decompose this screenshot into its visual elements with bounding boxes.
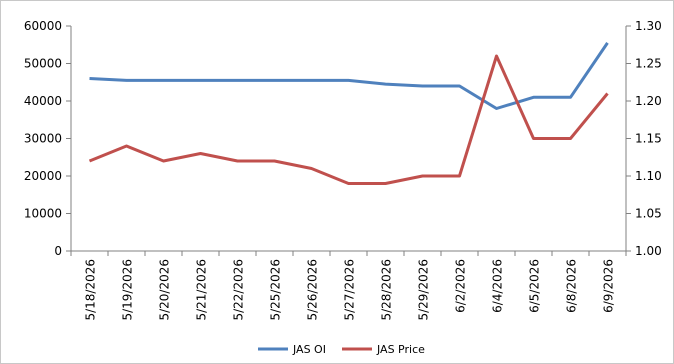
x-tick-label: 6/8/2026: [565, 259, 579, 313]
left-y-tick-label: 30000: [24, 132, 62, 146]
right-y-tick-label: 1.10: [635, 169, 662, 183]
right-y-tick-label: 1.05: [635, 207, 662, 221]
x-axis-ticks: 5/18/2026 5/19/2026 5/20/2026 5/21/2026 5/22…: [70, 251, 627, 321]
legend-label-jas-price: JAS Price: [376, 343, 425, 356]
x-tick-label: 5/29/2026: [417, 259, 431, 321]
x-tick-label: 5/28/2026: [380, 259, 394, 321]
x-tick-label: 6/9/2026: [602, 259, 616, 313]
x-tick-label: 5/20/2026: [158, 259, 172, 321]
left-y-tick-label: 10000: [24, 207, 62, 221]
x-tick-label: 5/27/2026: [343, 259, 357, 321]
left-y-axis-ticks: 0 10000 20000 30000 40000 50000 60000: [24, 19, 71, 258]
right-y-tick-label: 1.30: [635, 19, 662, 33]
left-y-tick-label: 50000: [24, 57, 62, 71]
legend: JAS OI JAS Price: [258, 343, 425, 356]
x-tick-label: 5/22/2026: [232, 259, 246, 321]
left-y-tick-label: 40000: [24, 94, 62, 108]
right-y-tick-label: 1.00: [635, 244, 662, 258]
x-tick-label: 5/19/2026: [121, 259, 135, 321]
left-y-tick-label: 0: [54, 244, 62, 258]
right-y-tick-label: 1.20: [635, 94, 662, 108]
x-tick-label: 6/2/2026: [454, 259, 468, 313]
x-tick-label: 5/26/2026: [306, 259, 320, 321]
x-tick-label: 6/5/2026: [528, 259, 542, 313]
legend-label-jas-oi: JAS OI: [292, 343, 326, 356]
series-lines: [88, 42, 609, 185]
right-y-axis-ticks: 1.00 1.05 1.10 1.15 1.20 1.25 1.30: [626, 19, 662, 258]
x-tick-label: 6/4/2026: [491, 259, 505, 313]
right-y-tick-label: 1.25: [635, 57, 662, 71]
series-line-jas-price: [88, 54, 609, 185]
x-tick-label: 5/25/2026: [269, 259, 283, 321]
x-tick-label: 5/18/2026: [84, 259, 98, 321]
right-y-tick-label: 1.15: [635, 132, 662, 146]
x-tick-label: 5/21/2026: [195, 259, 209, 321]
left-y-tick-label: 20000: [24, 169, 62, 183]
left-y-tick-label: 60000: [24, 19, 62, 33]
series-line-jas-oi: [89, 42, 609, 110]
